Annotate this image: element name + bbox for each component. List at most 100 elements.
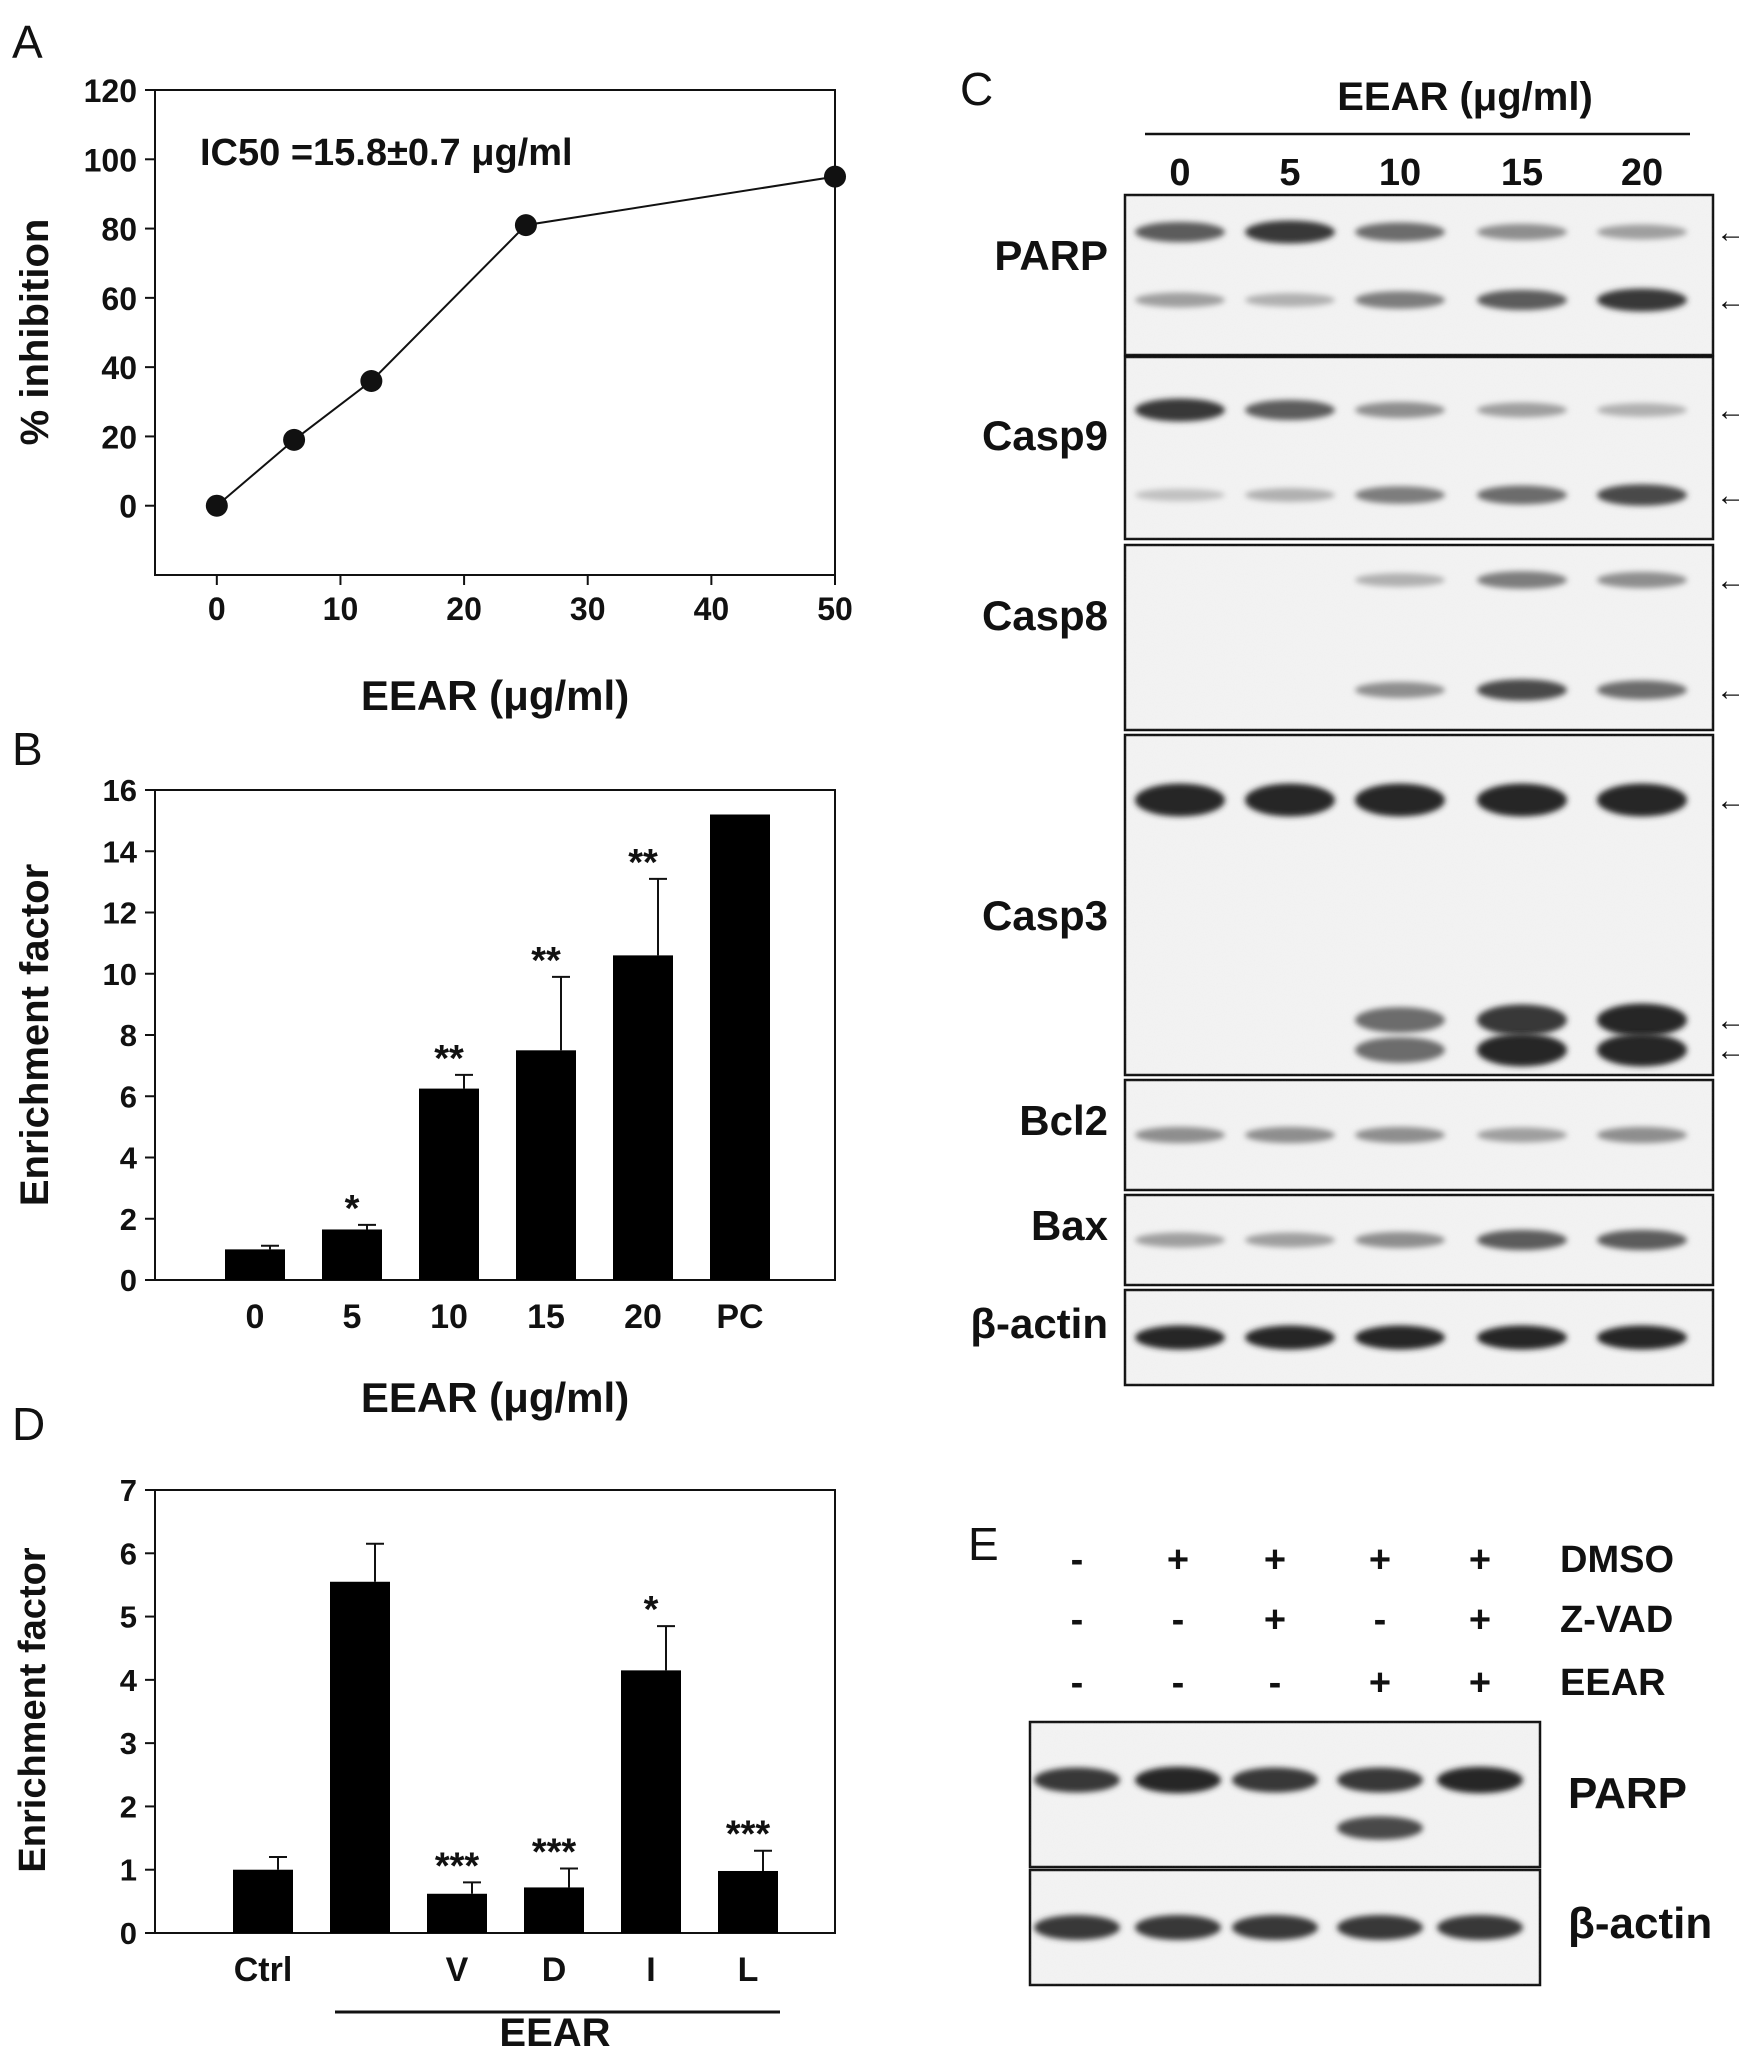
x-tick-label: 20 xyxy=(446,591,482,627)
y-tick-label: 10 xyxy=(103,957,137,992)
bar xyxy=(524,1887,584,1933)
lane-label: 0 xyxy=(1169,152,1190,194)
band xyxy=(1437,1915,1523,1940)
panel-e-western-blot: - + + + + DMSO - - + - + Z-VAD - - - + + EEAR PARP β-actin xyxy=(1028,1539,1712,1987)
y-tick-label: 14 xyxy=(103,834,138,869)
band xyxy=(1597,1003,1687,1037)
treatment-sign: + xyxy=(1264,1539,1286,1581)
panel-a-ylabel: % inhibition xyxy=(13,219,57,446)
arrow-icon: ← xyxy=(1716,394,1739,427)
arrow-icon: ← xyxy=(1716,674,1739,707)
panel-b-bar-chart: EEAR (μg/ml) Enrichment factor 0 2 4 6 8 10 12… xyxy=(13,773,836,1421)
treatment-sign: - xyxy=(1374,1599,1387,1641)
lane-label: 20 xyxy=(1621,152,1663,194)
band xyxy=(1477,571,1567,589)
band xyxy=(1477,1127,1567,1143)
blot-actin: β-actin xyxy=(970,1288,1715,1387)
blot-e-parp: PARP xyxy=(1028,1720,1687,1869)
arrow-icon: ← xyxy=(1716,564,1739,597)
blot-background xyxy=(1125,357,1713,539)
treatment-sign: + xyxy=(1167,1539,1189,1581)
category-label: D xyxy=(542,1951,567,1989)
panel-label-b: B xyxy=(12,723,43,775)
band xyxy=(1597,571,1687,589)
band xyxy=(1337,1816,1423,1840)
band xyxy=(1245,488,1335,502)
y-tick-label: 0 xyxy=(119,489,137,525)
lane-label: 15 xyxy=(1501,152,1543,194)
category-label: I xyxy=(646,1951,655,1989)
treatment-sign: + xyxy=(1369,1539,1391,1581)
bar xyxy=(621,1670,681,1933)
treatment-sign: - xyxy=(1172,1662,1185,1704)
panel-d-group-label: EEAR xyxy=(499,2011,610,2052)
arrow-icon: ← xyxy=(1716,784,1739,817)
blot-parp: PARP ← ← xyxy=(994,193,1739,357)
category-label: L xyxy=(738,1951,759,1989)
panel-b-ylabel: Enrichment factor xyxy=(13,864,57,1206)
treatment-sign: - xyxy=(1269,1662,1282,1704)
band xyxy=(1232,1767,1318,1793)
bar xyxy=(330,1581,390,1933)
treatment-label: DMSO xyxy=(1560,1539,1674,1581)
band xyxy=(1437,1766,1523,1794)
treatment-sign: + xyxy=(1369,1662,1391,1704)
panel-d-bar-chart: EEAR Enrichment factor 0 1 2 3 4 5 6 7 Ctrl *** V *… xyxy=(12,1473,836,2052)
category-label: PC xyxy=(716,1298,763,1336)
band xyxy=(1245,1232,1335,1248)
blot-label: Casp3 xyxy=(982,892,1108,939)
panel-c-header: EEAR (μg/ml) xyxy=(1337,75,1593,119)
band xyxy=(1477,223,1567,241)
y-tick-label: 60 xyxy=(101,281,137,317)
bar xyxy=(322,1229,382,1280)
treatment-sign: - xyxy=(1172,1599,1185,1641)
bar xyxy=(710,814,770,1280)
band xyxy=(1034,1767,1120,1793)
band xyxy=(1477,1229,1567,1251)
blot-label: PARP xyxy=(994,232,1108,279)
band xyxy=(1245,220,1335,244)
treatment-label: EEAR xyxy=(1560,1662,1666,1704)
panel-label-c: C xyxy=(960,63,993,115)
blot-casp9: Casp9 ← ← xyxy=(982,355,1739,541)
band xyxy=(1597,1325,1687,1350)
data-point xyxy=(283,428,306,451)
significance-marker: ** xyxy=(628,842,658,884)
x-tick-label: 30 xyxy=(570,591,606,627)
band xyxy=(1477,1004,1567,1036)
y-tick-label: 1 xyxy=(120,1853,137,1888)
panel-d-ylabel: Enrichment factor xyxy=(12,1547,54,1872)
arrow-icon: ← xyxy=(1716,479,1739,512)
arrow-icon: ← xyxy=(1716,1034,1739,1067)
band xyxy=(1355,486,1445,504)
y-tick-label: 5 xyxy=(120,1600,137,1635)
y-tick-label: 2 xyxy=(120,1789,137,1824)
band xyxy=(1597,1126,1687,1144)
data-point xyxy=(360,370,383,392)
band xyxy=(1597,783,1687,817)
bar xyxy=(516,1050,576,1280)
band xyxy=(1597,224,1687,240)
band xyxy=(1597,288,1687,312)
band xyxy=(1477,402,1567,418)
band xyxy=(1245,783,1335,817)
band xyxy=(1245,1325,1335,1350)
category-label: V xyxy=(446,1951,469,1989)
treatment-sign: + xyxy=(1264,1599,1286,1641)
significance-marker: *** xyxy=(435,1845,480,1887)
bar xyxy=(225,1249,285,1280)
y-tick-label: 4 xyxy=(120,1141,138,1176)
y-tick-label: 12 xyxy=(103,896,137,931)
panel-label-d: D xyxy=(12,1398,45,1450)
blot-background xyxy=(1030,1722,1540,1867)
y-tick-label: 40 xyxy=(101,350,137,386)
band xyxy=(1597,680,1687,700)
band xyxy=(1355,1231,1445,1249)
significance-marker: *** xyxy=(726,1814,771,1856)
band xyxy=(1135,488,1225,502)
y-tick-label: 20 xyxy=(101,419,137,455)
panel-a-xlabel: EEAR (μg/ml) xyxy=(361,672,629,719)
band xyxy=(1597,484,1687,506)
category-label: 10 xyxy=(430,1298,468,1336)
